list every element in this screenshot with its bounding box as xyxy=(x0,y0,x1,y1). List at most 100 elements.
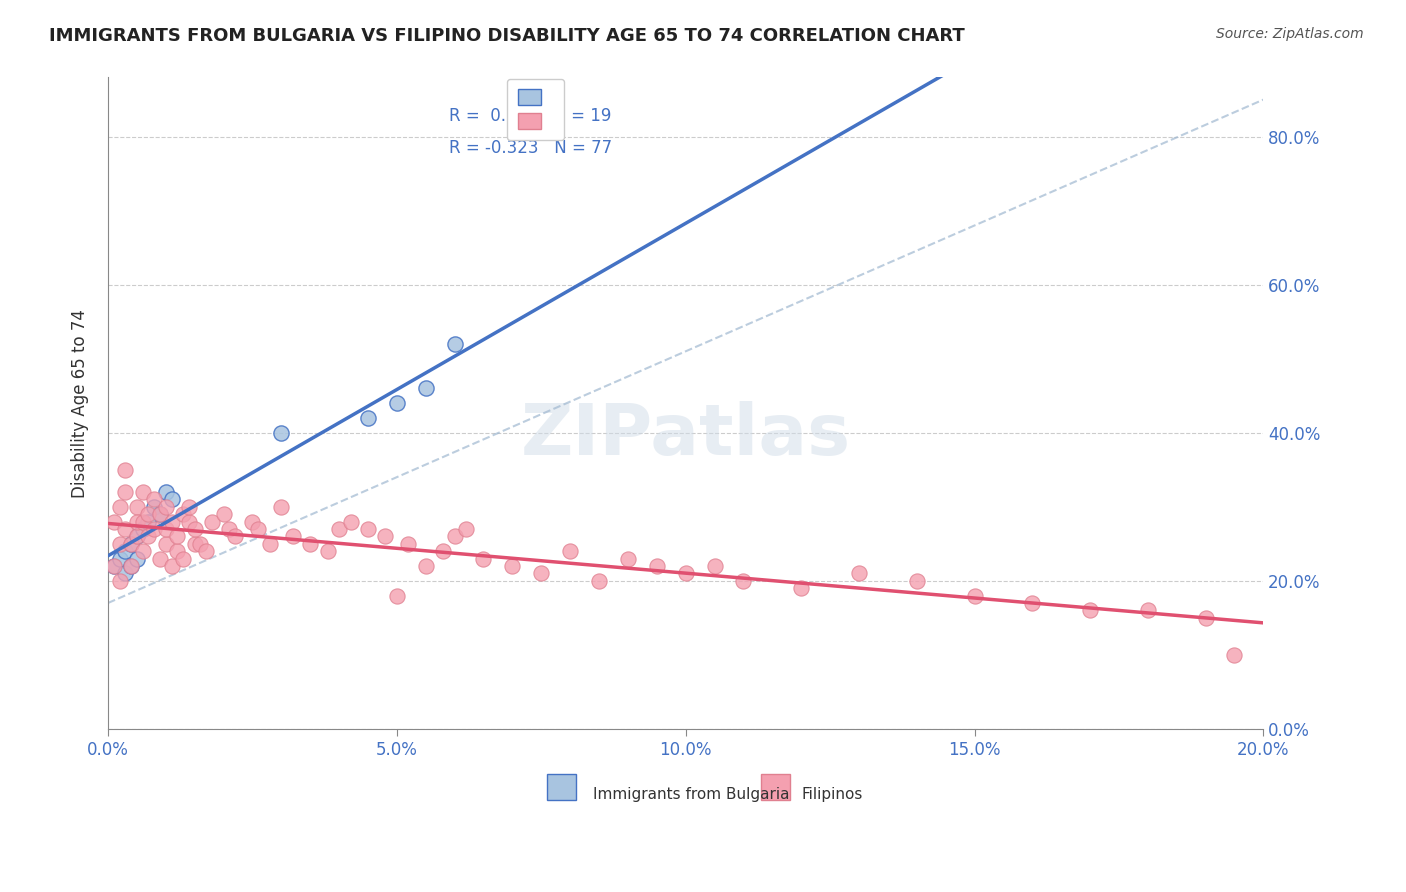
Point xyxy=(905,574,928,588)
Point xyxy=(259,537,281,551)
Point xyxy=(443,529,465,543)
Point xyxy=(396,537,419,551)
Point xyxy=(456,522,478,536)
Point xyxy=(114,544,136,558)
Point xyxy=(201,515,224,529)
Point xyxy=(645,559,668,574)
Point xyxy=(357,411,380,425)
Point xyxy=(103,515,125,529)
Point xyxy=(155,485,177,500)
Point xyxy=(299,537,322,551)
Point xyxy=(149,551,172,566)
Point xyxy=(143,500,166,514)
Point xyxy=(160,492,183,507)
Point xyxy=(172,551,194,566)
Point xyxy=(177,500,200,514)
Point xyxy=(114,485,136,500)
Point xyxy=(1136,603,1159,617)
Point xyxy=(108,551,131,566)
Point xyxy=(270,425,292,440)
Point xyxy=(212,507,235,521)
Point xyxy=(1078,603,1101,617)
Point xyxy=(108,574,131,588)
Point xyxy=(138,529,160,543)
Text: IMMIGRANTS FROM BULGARIA VS FILIPINO DISABILITY AGE 65 TO 74 CORRELATION CHART: IMMIGRANTS FROM BULGARIA VS FILIPINO DIS… xyxy=(49,27,965,45)
Point xyxy=(415,381,437,395)
Point xyxy=(588,574,610,588)
Point xyxy=(143,492,166,507)
Point xyxy=(443,337,465,351)
Point xyxy=(1021,596,1043,610)
Point xyxy=(270,500,292,514)
Point xyxy=(103,559,125,574)
Point xyxy=(120,537,142,551)
Point xyxy=(224,529,246,543)
Point xyxy=(242,515,264,529)
Point xyxy=(138,507,160,521)
Point xyxy=(247,522,270,536)
Point xyxy=(120,559,142,574)
Point xyxy=(385,589,408,603)
Point xyxy=(675,566,697,581)
Y-axis label: Disability Age 65 to 74: Disability Age 65 to 74 xyxy=(72,309,89,498)
Point xyxy=(160,559,183,574)
Point xyxy=(1223,648,1246,662)
Point xyxy=(125,551,148,566)
Point xyxy=(328,522,350,536)
Point xyxy=(155,537,177,551)
Point xyxy=(281,529,304,543)
Text: Filipinos: Filipinos xyxy=(801,788,862,803)
Legend: , : , xyxy=(508,78,564,139)
Point xyxy=(138,515,160,529)
Point xyxy=(183,537,205,551)
FancyBboxPatch shape xyxy=(761,774,790,800)
Point xyxy=(218,522,240,536)
Point xyxy=(166,529,188,543)
Point xyxy=(149,507,172,521)
Text: R =  0.526   N = 19: R = 0.526 N = 19 xyxy=(449,107,612,125)
Point xyxy=(120,537,142,551)
Point xyxy=(177,515,200,529)
Point xyxy=(703,559,725,574)
Point xyxy=(160,515,183,529)
Point xyxy=(114,463,136,477)
Text: ZIPatlas: ZIPatlas xyxy=(520,401,851,470)
Point xyxy=(114,522,136,536)
Point xyxy=(385,396,408,410)
Point xyxy=(1194,611,1216,625)
Point xyxy=(103,559,125,574)
Point xyxy=(131,515,153,529)
Point xyxy=(963,589,986,603)
Point xyxy=(790,581,813,595)
Point xyxy=(183,522,205,536)
Point xyxy=(530,566,553,581)
Point xyxy=(617,551,640,566)
Text: Immigrants from Bulgaria: Immigrants from Bulgaria xyxy=(593,788,790,803)
Point xyxy=(125,515,148,529)
Point xyxy=(114,566,136,581)
Text: R = -0.323   N = 77: R = -0.323 N = 77 xyxy=(449,139,612,157)
Point xyxy=(316,544,339,558)
Point xyxy=(131,522,153,536)
Point xyxy=(501,559,523,574)
Point xyxy=(374,529,396,543)
Point xyxy=(848,566,870,581)
Point xyxy=(125,529,148,543)
Point xyxy=(166,544,188,558)
Point xyxy=(155,522,177,536)
Point xyxy=(339,515,361,529)
Point xyxy=(357,522,380,536)
Point xyxy=(125,500,148,514)
Point xyxy=(432,544,454,558)
Point xyxy=(172,507,194,521)
Point xyxy=(155,500,177,514)
Point xyxy=(131,485,153,500)
Point xyxy=(149,507,172,521)
Point xyxy=(143,522,166,536)
Point xyxy=(190,537,212,551)
Point xyxy=(108,500,131,514)
Point xyxy=(472,551,495,566)
Point xyxy=(125,529,148,543)
Point xyxy=(415,559,437,574)
Text: Source: ZipAtlas.com: Source: ZipAtlas.com xyxy=(1216,27,1364,41)
